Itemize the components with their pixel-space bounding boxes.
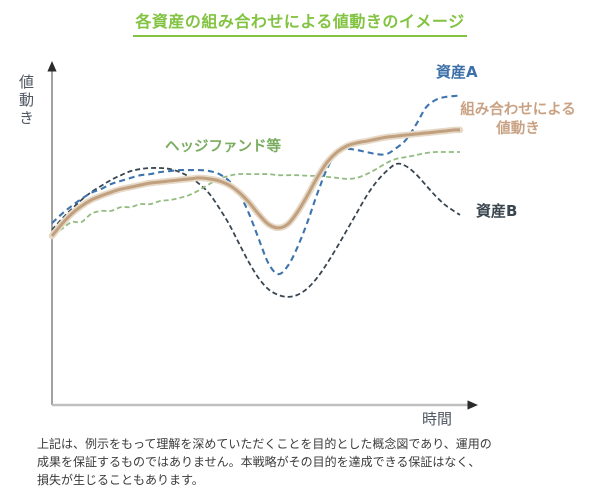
x-axis-arrow-icon bbox=[467, 400, 478, 410]
series-label-hedge-fund: ヘッジファンド等 bbox=[165, 139, 281, 155]
line-combination bbox=[50, 128, 461, 237]
series-label-asset-b: 資産B bbox=[476, 202, 518, 220]
y-axis-arrow-icon bbox=[47, 61, 57, 72]
title-container: 各資産の組み合わせによる値動きのイメージ bbox=[0, 8, 600, 37]
disclaimer-text: 上記は、例示をもって理解を深めていただくことを目的とした概念図であり、運用の 成… bbox=[37, 437, 492, 487]
series-label-asset-a: 資産A bbox=[436, 63, 478, 81]
page-title: 各資産の組み合わせによる値動きのイメージ bbox=[133, 8, 467, 37]
series-label-combination: 組み合わせによる 値動き bbox=[460, 102, 576, 137]
x-axis-title: 時間 bbox=[422, 410, 453, 428]
line-asset-b bbox=[51, 162, 461, 298]
line-asset-a bbox=[51, 94, 461, 276]
series-layer bbox=[48, 94, 464, 298]
y-axis-title: 値動き bbox=[17, 74, 35, 128]
line-hedge-fund bbox=[51, 151, 460, 234]
